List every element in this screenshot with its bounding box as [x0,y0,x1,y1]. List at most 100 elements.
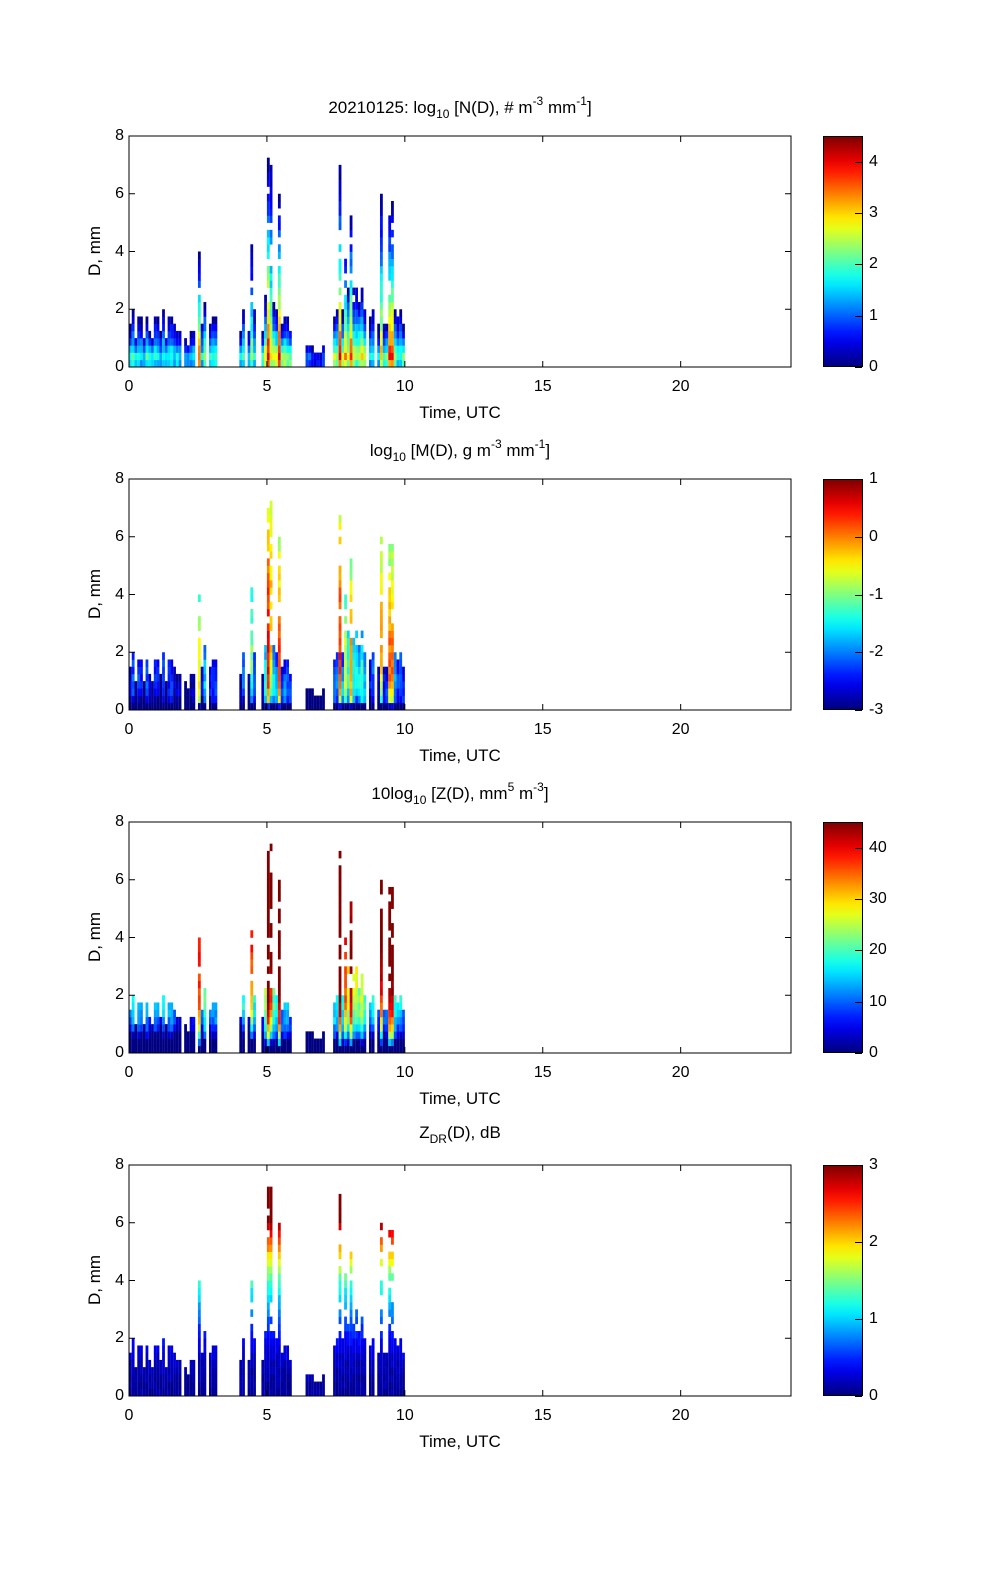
x-tick-label: 20 [671,1064,690,1081]
heatmap-cell [277,1009,281,1018]
heatmap-cell [388,1002,392,1010]
heatmap-cell [380,330,383,339]
heatmap-cell [385,1024,389,1032]
heatmap-cell [239,1038,243,1047]
heatmap-cell [162,681,165,689]
heatmap-cell [145,323,149,332]
heatmap-cell [247,1359,251,1368]
heatmap-cell [352,1388,356,1397]
heatmap-cell [142,1381,146,1390]
heatmap-cell [402,1367,405,1375]
heatmap-cell [131,1002,135,1010]
heatmap-cell [388,908,392,917]
y-tick-label: 4 [115,242,124,260]
heatmap-cell [266,1258,270,1267]
heatmap-cell [349,645,353,653]
heatmap-cell [129,359,132,368]
heatmap-cell [140,359,143,368]
heatmap-cell [197,702,201,711]
x-axis-label: Time, UTC [419,403,501,422]
heatmap-cell [344,1352,347,1361]
heatmap-cell [391,673,394,682]
heatmap-cell [203,1367,207,1375]
heatmap-cell [275,1381,278,1390]
heatmap-cell [175,1381,179,1390]
heatmap-cell [280,666,284,675]
heatmap-cell [399,316,403,324]
heatmap-cell [344,966,347,974]
heatmap-cell [269,645,273,653]
heatmap-cell [388,330,392,339]
heatmap-cell [393,1024,397,1032]
heatmap-cell [156,1024,160,1032]
heatmap-cell [360,316,364,324]
heatmap-cell [349,1002,353,1010]
heatmap-cell [203,695,207,704]
heatmap-cell [338,973,342,982]
heatmap-cell [269,702,273,711]
heatmap-cell [134,1024,138,1032]
heatmap-cell [380,1258,383,1267]
heatmap-cell [283,338,287,346]
heatmap-cell [335,1009,339,1018]
heatmap-cell [264,338,267,346]
heatmap-cell [380,352,383,361]
heatmap-cell [159,1016,163,1025]
heatmap-cell [156,1345,160,1353]
heatmap-cell [189,695,193,704]
heatmap-cell [203,645,207,653]
heatmap-cell [399,681,403,689]
heatmap-cell [173,1038,176,1047]
heatmap-cell [269,616,273,624]
heatmap-cell [322,1038,325,1047]
heatmap-cell [167,352,171,361]
heatmap-cell [371,659,375,667]
heatmap-cell [264,695,267,704]
heatmap-cell [355,1345,358,1353]
heatmap-cell [142,345,146,353]
heatmap-cell [250,587,254,595]
heatmap-cell [355,1024,358,1032]
heatmap-cell [200,359,204,368]
heatmap-cell [131,1381,135,1390]
heatmap-cell [242,359,245,368]
heatmap-cell [269,587,273,595]
heatmap-cell [131,345,135,353]
heatmap-cell [159,1045,163,1054]
heatmap-cell [156,681,160,689]
heatmap-cell [388,1287,392,1296]
heatmap-cell [162,1374,165,1382]
heatmap-cell [266,666,270,675]
heatmap-cell [253,1352,256,1361]
heatmap-cell [175,330,179,339]
heatmap-cell [266,193,270,202]
heatmap-cell [352,673,356,682]
heatmap-cell [214,1045,218,1054]
heatmap-cell [371,1009,375,1018]
heatmap-cell [360,1045,364,1054]
heatmap-cell [357,309,361,317]
y-tick-label: 6 [115,1213,124,1231]
heatmap-cell [391,688,394,696]
heatmap-cell [391,1381,394,1390]
heatmap-cell [175,1374,179,1382]
heatmap-cell [269,601,273,610]
heatmap-cell [391,1302,394,1310]
heatmap-cell [142,1388,146,1397]
heatmap-cell [388,1374,392,1382]
heatmap-cell [385,1031,389,1039]
heatmap-cell [186,345,190,353]
heatmap-cell [280,1388,284,1397]
heatmap-cell [382,702,386,711]
heatmap-cell [162,316,165,324]
heatmap-cell [264,345,267,353]
heatmap-cell [360,645,364,653]
heatmap-cell [156,1045,160,1054]
heatmap-cell [151,1367,154,1375]
heatmap-cell [148,1367,152,1375]
heatmap-cell [338,886,342,895]
heatmap-cell [272,316,276,324]
heatmap-cell [145,330,149,339]
heatmap-cell [269,1345,273,1353]
heatmap-cell [283,1381,287,1390]
